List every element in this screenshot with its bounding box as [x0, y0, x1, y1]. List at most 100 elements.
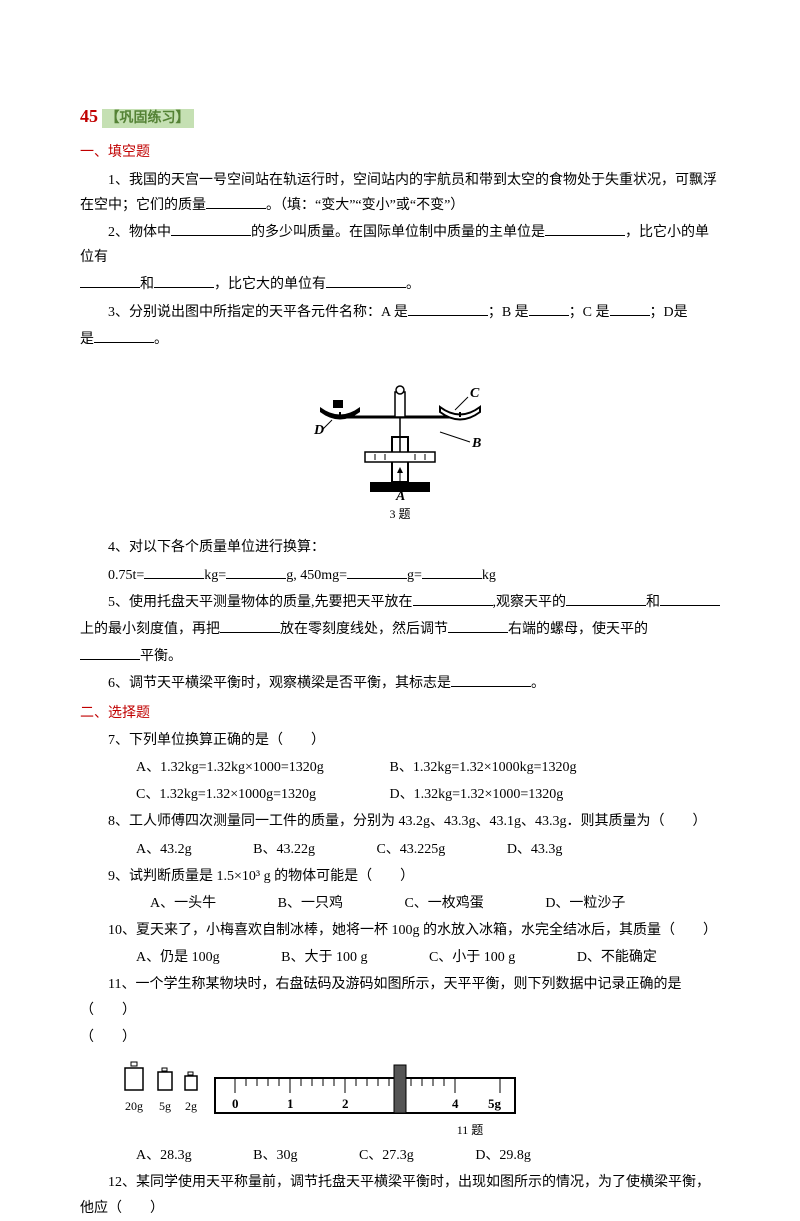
- q5f: 右端的螺母，使天平的: [508, 622, 648, 637]
- weight-5g: 5g: [154, 1066, 176, 1118]
- q3-text: 3、分别说出图中所指定的天平各元件名称：A 是: [108, 305, 408, 320]
- q9d: D、一粒沙子: [517, 891, 625, 916]
- q10b: B、大于 100 g: [253, 945, 367, 970]
- q8-opts: A、43.2g B、43.22g C、43.225g D、43.3g: [80, 837, 720, 862]
- blank: [413, 592, 493, 606]
- q5-cont: 上的最小刻度值，再把放在零刻度线处，然后调节右端的螺母，使天平的: [80, 617, 720, 642]
- blank: [80, 646, 140, 660]
- q3-text-e: 是: [80, 332, 94, 347]
- q8d: D、43.3g: [479, 837, 563, 862]
- w20-label: 20g: [125, 1096, 143, 1118]
- q9b: B、一只鸡: [250, 891, 343, 916]
- q5g: 平衡。: [140, 649, 182, 664]
- q10d: D、不能确定: [549, 945, 657, 970]
- balance-svg: D C B A: [300, 362, 500, 502]
- q11-paren: （ ）: [80, 1025, 720, 1050]
- title-badge: 【巩固练习】: [102, 109, 194, 128]
- q5c: 和: [646, 595, 660, 610]
- blank: [80, 274, 140, 288]
- blank: [422, 565, 482, 579]
- q8: 8、工人师傅四次测量同一工件的质量，分别为 43.2g、43.3g、43.1g、…: [80, 809, 720, 834]
- q3-text-b: ；B 是: [488, 305, 529, 320]
- svg-text:2: 2: [342, 1096, 349, 1111]
- blank: [154, 274, 214, 288]
- q7c: C、1.32kg=1.32×1000g=1320g: [108, 782, 358, 807]
- section-1-header: 一、填空题: [80, 140, 720, 165]
- blank: [610, 302, 650, 316]
- q11-diagram: 20g 5g 2g 0 1 2 3 4 5g: [120, 1060, 720, 1118]
- q11-opts: A、28.3g B、30g C、27.3g D、29.8g: [80, 1143, 720, 1168]
- q9: 9、试判断质量是 1.5×10³ g 的物体可能是（ ）: [80, 864, 720, 889]
- q4a: 0.75t=: [108, 568, 144, 583]
- q2-text-f: 。: [406, 277, 420, 292]
- q11d: D、29.8g: [447, 1143, 531, 1168]
- q4c: g, 450mg=: [286, 568, 347, 583]
- q7: 7、下列单位换算正确的是（ ）: [80, 728, 720, 753]
- blank: [566, 592, 646, 606]
- q3: 3、分别说出图中所指定的天平各元件名称：A 是；B 是；C 是；D是: [80, 300, 720, 325]
- q7b: B、1.32kg=1.32×1000kg=1320g: [362, 755, 612, 780]
- w2-label: 2g: [185, 1096, 197, 1118]
- q10c: C、小于 100 g: [401, 945, 515, 970]
- svg-text:A: A: [395, 489, 405, 502]
- diagram-caption-3: 3 题: [80, 504, 720, 526]
- svg-text:5g: 5g: [488, 1096, 502, 1111]
- blank: [220, 619, 280, 633]
- q11a: A、28.3g: [108, 1143, 192, 1168]
- q6-t: 6、调节天平横梁平衡时，观察横梁是否平衡，其标志是: [108, 676, 451, 691]
- q5-t: 5、使用托盘天平测量物体的质量,先要把天平放在: [108, 595, 413, 610]
- q9a: A、一头牛: [122, 891, 216, 916]
- blank: [326, 274, 406, 288]
- blank: [226, 565, 286, 579]
- blank: [448, 619, 508, 633]
- q5-cont2: 平衡。: [80, 644, 720, 669]
- blank: [529, 302, 569, 316]
- title-number: 45: [80, 106, 98, 126]
- q9c: C、一枚鸡蛋: [376, 891, 483, 916]
- q10-opts: A、仍是 100g B、大于 100 g C、小于 100 g D、不能确定: [80, 945, 720, 970]
- q11b: B、30g: [225, 1143, 297, 1168]
- svg-text:4: 4: [452, 1096, 459, 1111]
- q1-text-b: 。（填：“变大”“变小”或“不变”）: [266, 198, 464, 213]
- q8b: B、43.22g: [225, 837, 315, 862]
- blank: [206, 195, 266, 209]
- svg-text:C: C: [470, 386, 480, 401]
- q7d: D、1.32kg=1.32×1000=1320g: [362, 782, 612, 807]
- q5: 5、使用托盘天平测量物体的质量,先要把天平放在 ,观察天平的 和: [80, 590, 720, 615]
- page-title: 45 【巩固练习】: [80, 100, 720, 132]
- q3-text-c: ；C 是: [569, 305, 610, 320]
- svg-text:D: D: [313, 423, 324, 438]
- section-2-header: 二、选择题: [80, 701, 720, 726]
- blank: [451, 673, 531, 687]
- q2-text-d: 和: [140, 277, 154, 292]
- q10a: A、仍是 100g: [108, 945, 220, 970]
- blank: [408, 302, 488, 316]
- blank: [660, 592, 720, 606]
- blank: [94, 329, 154, 343]
- q4d: g=: [407, 568, 422, 583]
- diagram-caption-11: 11 题: [220, 1120, 720, 1142]
- q6: 6、调节天平横梁平衡时，观察横梁是否平衡，其标志是 。: [80, 671, 720, 696]
- q7a: A、1.32kg=1.32kg×1000=1320g: [108, 755, 358, 780]
- q11: 11、一个学生称某物块时，右盘砝码及游码如图所示，天平平衡，则下列数据中记录正确…: [80, 972, 720, 1022]
- q2: 2、物体中的多少叫质量。在国际单位制中质量的主单位是，比它小的单位有: [80, 220, 720, 270]
- weight-20g: 20g: [120, 1060, 148, 1118]
- q4: 4、对以下各个质量单位进行换算：: [80, 535, 720, 560]
- q4-line2: 0.75t=kg=g, 450mg=g=kg: [80, 563, 720, 588]
- q3-dot: 。: [154, 332, 168, 347]
- q5b: ,观察天平的: [493, 595, 567, 610]
- q2-text-e: ，比它大的单位有: [214, 277, 326, 292]
- q2-text-b: 的多少叫质量。在国际单位制中质量的主单位是: [251, 225, 545, 240]
- svg-text:0: 0: [232, 1096, 239, 1111]
- q6b: 。: [531, 676, 545, 691]
- q12: 12、某同学使用天平称量前，调节托盘天平横梁平衡时，出现如图所示的情况，为了使横…: [80, 1170, 720, 1220]
- q11c: C、27.3g: [331, 1143, 414, 1168]
- blank: [347, 565, 407, 579]
- q7-opts-1: A、1.32kg=1.32kg×1000=1320g B、1.32kg=1.32…: [80, 755, 720, 780]
- q7-opts-2: C、1.32kg=1.32×1000g=1320g D、1.32kg=1.32×…: [80, 782, 720, 807]
- w5-label: 5g: [159, 1096, 171, 1118]
- q8a: A、43.2g: [108, 837, 192, 862]
- blank: [545, 222, 625, 236]
- ruler-svg: 0 1 2 3 4 5g: [210, 1063, 520, 1118]
- q3-cont: 是。: [80, 327, 720, 352]
